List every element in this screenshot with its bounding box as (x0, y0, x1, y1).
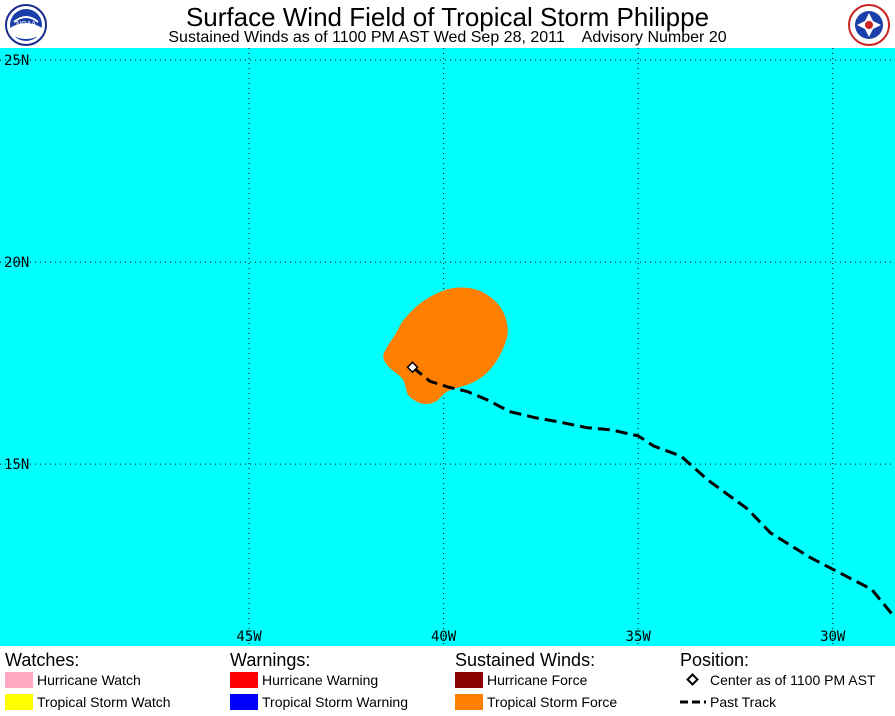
legend-past-track: Past Track (680, 693, 776, 711)
latitude-label: 20N (4, 255, 29, 271)
noaa-logo: NOAA (5, 4, 47, 46)
longitude-labels: 45W 40W 35W 30W (236, 629, 846, 645)
legend-position-heading: Position: (680, 650, 750, 670)
nws-logo (848, 4, 890, 46)
hurricane-watch-swatch (5, 672, 33, 688)
tropical-storm-watch-swatch (5, 694, 33, 710)
legend-hurricane-warning: Hurricane Warning (230, 671, 378, 689)
latitude-label: 15N (4, 457, 29, 473)
longitude-label: 40W (431, 629, 457, 645)
map: 25N 20N 15N 45W 40W 35W 30W (0, 48, 895, 646)
past-track (411, 366, 895, 619)
hurricane-warning-swatch (230, 672, 258, 688)
longitude-label: 45W (236, 629, 262, 645)
longitude-label: 30W (820, 629, 846, 645)
legend-hurricane-watch: Hurricane Watch (5, 671, 141, 689)
tropical-storm-force-swatch (455, 694, 483, 710)
legend-tropical-storm-watch: Tropical Storm Watch (5, 693, 171, 711)
dashed-line-icon (680, 700, 706, 704)
legend-tropical-storm-warning: Tropical Storm Warning (230, 693, 408, 711)
legend-center: Center as of 1100 PM AST (680, 671, 876, 689)
latitude-labels: 25N 20N 15N (4, 53, 29, 473)
hurricane-force-swatch (455, 672, 483, 688)
graticule (0, 48, 895, 646)
svg-text:NOAA: NOAA (16, 21, 36, 28)
legend-tropical-storm-force: Tropical Storm Force (455, 693, 617, 711)
storm-center-marker (406, 361, 419, 374)
latitude-label: 25N (4, 53, 29, 69)
diamond-icon (686, 673, 699, 686)
legend: Watches: Hurricane Watch Tropical Storm … (0, 646, 895, 716)
page-subtitle: Sustained Winds as of 1100 PM AST Wed Se… (168, 29, 727, 46)
header: NOAA Surface Wind Field of Tropical Stor… (0, 0, 895, 48)
page-title: Surface Wind Field of Tropical Storm Phi… (185, 2, 710, 32)
longitude-label: 35W (626, 629, 652, 645)
legend-warnings-heading: Warnings: (230, 650, 311, 670)
legend-hurricane-force: Hurricane Force (455, 671, 587, 689)
legend-sustained-winds-heading: Sustained Winds: (455, 650, 596, 670)
tropical-storm-warning-swatch (230, 694, 258, 710)
tropical-storm-force-wind-field (383, 287, 508, 404)
legend-watches-heading: Watches: (5, 650, 80, 670)
